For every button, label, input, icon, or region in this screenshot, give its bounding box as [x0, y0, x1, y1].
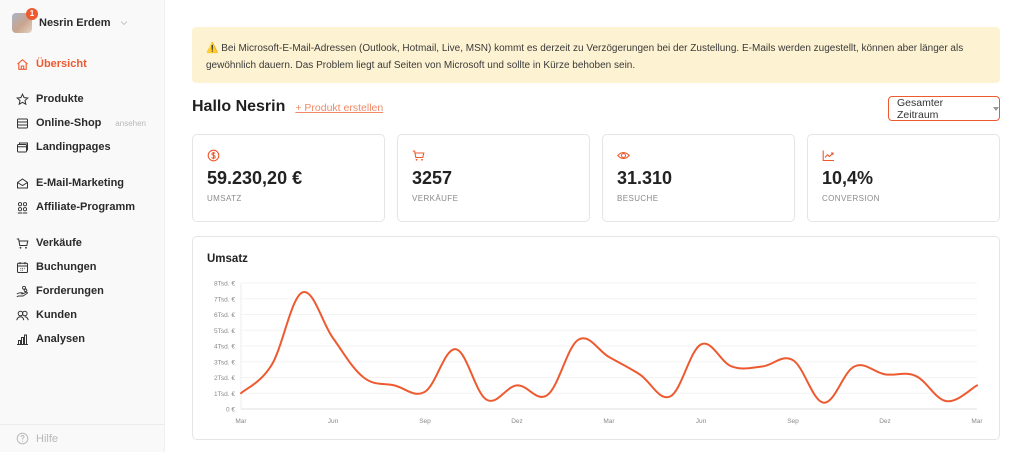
nav-spacer — [0, 159, 164, 171]
sidebar-item-kunden[interactable]: Kunden — [0, 303, 164, 327]
sidebar-item-online-shop[interactable]: Online-Shop ansehen — [0, 111, 164, 135]
sidebar-item-label: Buchungen — [36, 261, 97, 273]
sidebar-item-label: Produkte — [36, 93, 84, 105]
y-tick-label: 8Tsd. € — [214, 281, 235, 288]
sidebar-item-label: Übersicht — [36, 58, 87, 70]
sidebar-item-label: Online-Shop — [36, 117, 102, 129]
stat-card-besuche: 31.310 BESUCHE — [602, 134, 795, 222]
caret-down-icon — [993, 106, 999, 111]
sidebar-item-label: Landingpages — [36, 141, 111, 153]
y-tick-label: 0 € — [226, 407, 235, 414]
period-select-value: Gesamter Zeitraum — [897, 96, 944, 121]
chevron-down-icon — [119, 18, 129, 28]
nav-spacer — [0, 219, 164, 231]
period-select[interactable]: Gesamter Zeitraum — [888, 96, 1000, 121]
y-tick-label: 6Tsd. € — [214, 312, 235, 319]
chart-title: Umsatz — [207, 253, 248, 265]
x-tick-label: Mar — [603, 418, 615, 425]
stat-card-umsatz: 59.230,20 € UMSATZ — [192, 134, 385, 222]
alert-text: ⚠️ Bei Microsoft-E-Mail-Adressen (Outloo… — [206, 43, 964, 71]
sidebar: 1 Nesrin Erdem Übersicht Produkte Online… — [0, 0, 165, 452]
stat-label: VERKÄUFE — [412, 194, 459, 203]
sidebar-item-label: Kunden — [36, 309, 77, 321]
y-tick-label: 3Tsd. € — [214, 359, 235, 366]
stat-label: BESUCHE — [617, 194, 659, 203]
notification-badge: 1 — [26, 8, 38, 20]
sidebar-item-buchungen[interactable]: Buchungen — [0, 255, 164, 279]
cart-icon — [412, 149, 425, 162]
sidebar-item-label: Verkäufe — [36, 237, 82, 249]
page-header: Hallo Nesrin + Produkt erstellen — [192, 98, 383, 116]
help-label: Hilfe — [36, 432, 59, 445]
create-product-link[interactable]: + Produkt erstellen — [295, 102, 384, 114]
star-icon — [16, 92, 29, 106]
sidebar-item-uebersicht[interactable]: Übersicht — [0, 52, 164, 76]
x-tick-label: Sep — [419, 418, 431, 425]
nav-spacer — [0, 76, 164, 87]
mail-open-icon — [16, 177, 29, 190]
cart-icon — [16, 237, 29, 250]
y-tick-label: 5Tsd. € — [214, 328, 235, 335]
sidebar-item-analysen[interactable]: Analysen — [0, 327, 164, 351]
x-tick-label: Sep — [787, 418, 799, 425]
help-circle-icon — [16, 432, 29, 445]
sidebar-item-affiliate[interactable]: Affiliate-Programm — [0, 195, 164, 219]
affiliate-icon — [16, 201, 29, 214]
stat-card-verkaeufe: 3257 VERKÄUFE — [397, 134, 590, 222]
page-title: Hallo Nesrin — [192, 98, 286, 115]
help-link[interactable]: Hilfe — [0, 424, 164, 452]
hand-coins-icon — [16, 285, 29, 298]
sidebar-item-label: Forderungen — [36, 285, 104, 297]
calendar-icon — [16, 261, 29, 274]
x-tick-label: Mar — [235, 418, 247, 425]
sidebar-item-produkte[interactable]: Produkte — [0, 87, 164, 111]
profile-switcher[interactable]: 1 Nesrin Erdem — [0, 8, 164, 38]
view-shop-link[interactable]: ansehen — [115, 118, 146, 128]
bar-chart-icon — [16, 333, 29, 346]
revenue-line — [240, 291, 978, 404]
store-icon — [16, 117, 29, 130]
x-tick-label: Dez — [511, 418, 523, 425]
sidebar-item-label: Analysen — [36, 333, 85, 345]
avatar: 1 — [12, 8, 38, 33]
home-icon — [16, 58, 29, 71]
sidebar-item-email-marketing[interactable]: E-Mail-Marketing — [0, 171, 164, 195]
stat-value: 31.310 — [617, 168, 673, 188]
stat-value: 10,4% — [822, 168, 874, 188]
revenue-chart-card: Umsatz 0 € 1Tsd. € 2Tsd. € 3Tsd. € 4Tsd. € 5T… — [192, 236, 1000, 440]
stat-value: 59.230,20 € — [207, 168, 303, 188]
sidebar-item-label: E-Mail-Marketing — [36, 177, 125, 189]
profile-name: Nesrin Erdem — [39, 17, 111, 29]
microsoft-delivery-alert: ⚠️ Bei Microsoft-E-Mail-Adressen (Outloo… — [192, 27, 1000, 83]
x-tick-label: Dez — [879, 418, 891, 425]
stat-card-conversion: 10,4% CONVERSION — [807, 134, 1000, 222]
x-tick-label: Jun — [696, 418, 707, 425]
y-tick-label: 4Tsd. € — [214, 344, 235, 351]
sidebar-item-landingpages[interactable]: Landingpages — [0, 135, 164, 159]
eye-icon — [617, 149, 630, 162]
sidebar-nav: Übersicht Produkte Online-Shop ansehen L… — [0, 52, 164, 351]
stats-row: 59.230,20 € UMSATZ 3257 VERKÄUFE 31.310 … — [192, 134, 1000, 222]
stat-label: CONVERSION — [822, 194, 880, 203]
y-tick-label: 1Tsd. € — [214, 391, 235, 398]
stat-value: 3257 — [412, 168, 453, 188]
y-tick-label: 7Tsd. € — [214, 296, 235, 303]
stat-label: UMSATZ — [207, 194, 242, 203]
sidebar-item-label: Affiliate-Programm — [36, 201, 136, 213]
sidebar-item-verkaeufe[interactable]: Verkäufe — [0, 231, 164, 255]
revenue-line-chart: 0 € 1Tsd. € 2Tsd. € 3Tsd. € 4Tsd. € 5Tsd. € 6T… — [214, 281, 983, 426]
users-icon — [16, 309, 29, 322]
x-tick-label: Mar — [971, 418, 983, 425]
pages-icon — [16, 141, 29, 154]
trend-up-icon — [822, 149, 835, 162]
sidebar-item-forderungen[interactable]: Forderungen — [0, 279, 164, 303]
dollar-circle-icon — [207, 149, 220, 162]
y-tick-label: 2Tsd. € — [214, 375, 235, 382]
x-tick-label: Jun — [328, 418, 339, 425]
main-content: ⚠️ Bei Microsoft-E-Mail-Adressen (Outloo… — [165, 0, 1024, 452]
